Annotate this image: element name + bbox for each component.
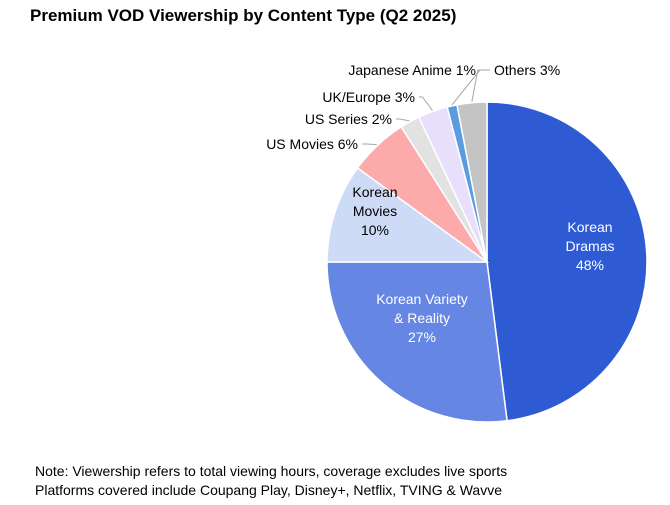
leader-lines (362, 69, 490, 146)
slice-label: Dramas (565, 238, 614, 254)
leader-line (451, 69, 481, 106)
slice-label: Others 3% (494, 62, 560, 78)
slice-label: 48% (576, 257, 604, 273)
pie-slice-korean-dramas (486, 101, 648, 422)
slice-label: 27% (408, 329, 436, 345)
leader-line (419, 96, 433, 111)
leader-line (396, 118, 410, 122)
slice-label: 10% (361, 222, 389, 238)
slice-label: Japanese Anime 1% (348, 62, 476, 78)
pie-slice-others (456, 101, 488, 263)
note-line: Note: Viewership refers to total viewing… (35, 463, 508, 479)
note-line: Platforms covered include Coupang Play, … (35, 482, 502, 498)
slice-label: Korean (567, 219, 612, 235)
slice-label: Movies (353, 203, 397, 219)
slice-label: UK/Europe 3% (322, 89, 415, 105)
slice-label: Korean Variety (376, 291, 468, 307)
leader-line (362, 143, 377, 146)
leader-line (471, 69, 490, 102)
pie-slice-korean-movies (326, 166, 490, 263)
slice-label: US Series 2% (305, 111, 392, 127)
slice-labels: Korean Dramas 48% Korean Variety & Reality 27… (266, 62, 614, 345)
footnotes: Note: Viewership refers to total viewing… (35, 462, 507, 500)
pie-slice-korean-variety-reality (326, 261, 508, 423)
chart-title: Premium VOD Viewership by Content Type (… (30, 6, 457, 25)
slice-label: Korean (352, 184, 397, 200)
slice-label: & Reality (394, 310, 450, 326)
pie-slices (326, 101, 648, 423)
slice-label: US Movies 6% (266, 136, 358, 152)
